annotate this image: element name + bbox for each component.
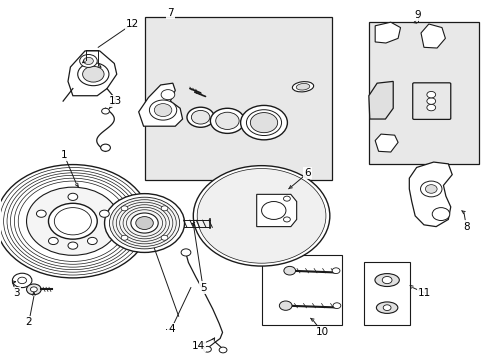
Circle shape bbox=[284, 266, 295, 275]
Circle shape bbox=[383, 305, 390, 311]
Circle shape bbox=[48, 203, 97, 239]
Ellipse shape bbox=[374, 274, 399, 287]
Text: 14: 14 bbox=[191, 341, 204, 351]
Circle shape bbox=[193, 166, 329, 266]
PathPatch shape bbox=[420, 24, 445, 48]
Ellipse shape bbox=[296, 84, 309, 90]
Circle shape bbox=[0, 165, 150, 278]
PathPatch shape bbox=[256, 194, 296, 226]
Circle shape bbox=[100, 210, 109, 217]
Circle shape bbox=[26, 187, 119, 255]
Circle shape bbox=[26, 284, 41, 295]
Text: 2: 2 bbox=[25, 317, 32, 327]
Circle shape bbox=[240, 105, 287, 140]
Circle shape bbox=[83, 57, 93, 64]
Circle shape bbox=[279, 301, 291, 310]
Circle shape bbox=[18, 277, 26, 284]
Circle shape bbox=[154, 104, 171, 117]
Circle shape bbox=[426, 98, 435, 104]
Circle shape bbox=[197, 168, 325, 263]
Circle shape bbox=[101, 144, 110, 151]
Circle shape bbox=[382, 276, 391, 284]
PathPatch shape bbox=[374, 22, 400, 43]
Circle shape bbox=[161, 206, 167, 211]
Circle shape bbox=[219, 347, 226, 353]
Circle shape bbox=[426, 91, 435, 98]
PathPatch shape bbox=[139, 83, 182, 126]
Text: 6: 6 bbox=[304, 168, 310, 178]
Circle shape bbox=[149, 100, 176, 120]
Text: 8: 8 bbox=[462, 222, 468, 231]
Circle shape bbox=[121, 206, 128, 211]
Text: 12: 12 bbox=[125, 19, 139, 29]
PathPatch shape bbox=[368, 81, 392, 119]
Circle shape bbox=[48, 237, 58, 244]
Circle shape bbox=[420, 181, 441, 197]
Circle shape bbox=[80, 54, 97, 67]
Circle shape bbox=[121, 235, 128, 240]
Circle shape bbox=[426, 104, 435, 111]
Circle shape bbox=[37, 210, 46, 217]
Text: 10: 10 bbox=[315, 327, 328, 337]
Circle shape bbox=[215, 112, 239, 130]
Circle shape bbox=[82, 66, 104, 82]
Circle shape bbox=[136, 217, 153, 229]
PathPatch shape bbox=[408, 162, 451, 226]
Ellipse shape bbox=[292, 82, 313, 92]
Circle shape bbox=[191, 111, 209, 124]
PathPatch shape bbox=[374, 134, 397, 152]
Circle shape bbox=[87, 237, 97, 244]
Circle shape bbox=[210, 108, 244, 134]
Bar bbox=[261, 255, 341, 325]
FancyBboxPatch shape bbox=[412, 83, 450, 120]
Text: 13: 13 bbox=[108, 96, 122, 106]
Circle shape bbox=[203, 346, 211, 352]
Text: 11: 11 bbox=[417, 288, 430, 298]
Text: 4: 4 bbox=[168, 324, 174, 334]
Circle shape bbox=[12, 273, 32, 288]
Circle shape bbox=[54, 208, 91, 235]
Text: 3: 3 bbox=[13, 288, 20, 298]
Circle shape bbox=[102, 108, 109, 114]
Text: 9: 9 bbox=[413, 10, 420, 20]
Circle shape bbox=[246, 110, 281, 135]
Circle shape bbox=[131, 213, 158, 233]
Circle shape bbox=[109, 197, 179, 249]
Ellipse shape bbox=[376, 302, 397, 314]
Circle shape bbox=[283, 196, 290, 201]
Bar bbox=[144, 17, 331, 180]
Circle shape bbox=[104, 194, 184, 252]
Circle shape bbox=[331, 268, 339, 274]
Text: 5: 5 bbox=[199, 283, 206, 293]
PathPatch shape bbox=[68, 51, 117, 96]
Circle shape bbox=[161, 235, 167, 240]
Circle shape bbox=[261, 202, 285, 220]
Circle shape bbox=[425, 185, 436, 193]
Circle shape bbox=[78, 63, 109, 86]
Circle shape bbox=[283, 217, 290, 222]
Bar bbox=[368, 22, 478, 164]
Text: 1: 1 bbox=[61, 150, 67, 160]
Bar bbox=[363, 262, 409, 325]
Text: 7: 7 bbox=[167, 8, 173, 18]
Circle shape bbox=[30, 287, 37, 292]
Circle shape bbox=[161, 90, 174, 100]
Circle shape bbox=[186, 107, 214, 127]
Circle shape bbox=[431, 208, 449, 221]
Circle shape bbox=[68, 242, 78, 249]
Circle shape bbox=[68, 193, 78, 201]
Circle shape bbox=[332, 303, 340, 309]
Circle shape bbox=[181, 249, 190, 256]
Circle shape bbox=[250, 113, 277, 133]
